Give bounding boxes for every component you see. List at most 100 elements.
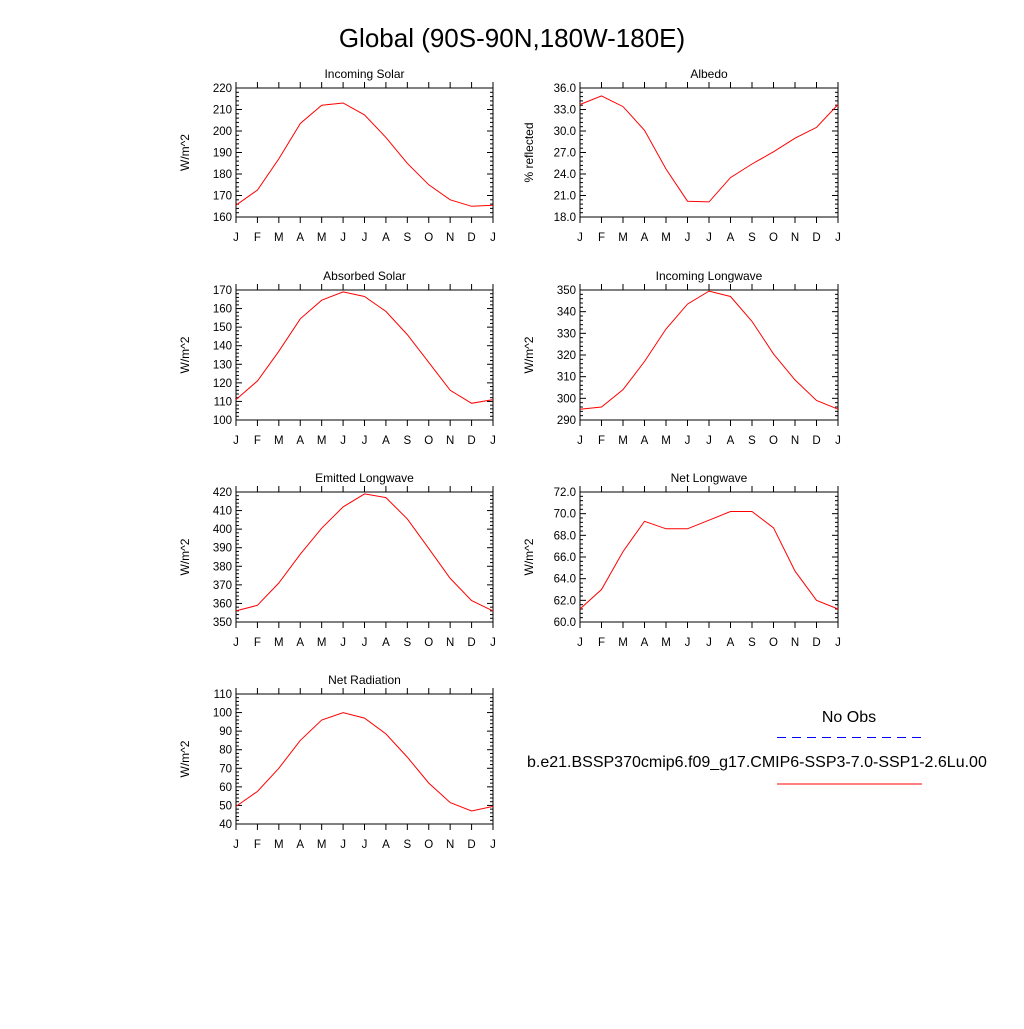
y-tick-label: 160 (213, 212, 232, 224)
y-tick-label: 18.0 (554, 212, 576, 224)
series-line (235, 493, 494, 612)
x-tick-label: N (791, 435, 799, 447)
x-tick-label: M (317, 839, 327, 851)
x-tick-label: M (317, 637, 327, 649)
x-tick-label: J (362, 232, 368, 244)
y-axis-label: W/m^2 (178, 538, 192, 575)
y-tick-label: 190 (213, 148, 232, 160)
y-tick-label: 310 (557, 372, 576, 384)
x-tick-label: F (254, 839, 261, 851)
series-line (235, 102, 494, 207)
panel-4: Incoming Longwave W/m^2 290 300 310 320 330 340… (522, 269, 841, 447)
x-tick-label: J (835, 435, 841, 447)
y-tick-label: 60 (219, 782, 232, 794)
x-tick-label: D (467, 435, 475, 447)
x-tick-label: A (641, 637, 649, 649)
x-tick-label: J (340, 839, 346, 851)
x-tick-label: A (296, 435, 304, 447)
x-tick-label: J (577, 232, 583, 244)
x-tick-label: S (403, 232, 411, 244)
panel-5: Emitted Longwave W/m^2 350 360 370 380 390 400 4… (178, 471, 496, 649)
y-tick-label: 220 (213, 83, 232, 95)
x-tick-label: N (446, 637, 454, 649)
x-tick-label: M (274, 435, 284, 447)
x-tick-label: A (727, 637, 735, 649)
x-tick-label: A (382, 435, 390, 447)
series-line (579, 511, 839, 610)
legend-model-label: b.e21.BSSP370cmip6.f09_g17.CMIP6-SSP3-7.… (527, 754, 987, 771)
x-tick-label: J (233, 839, 239, 851)
y-tick-label: 330 (557, 328, 576, 340)
x-tick-label: O (769, 637, 778, 649)
y-tick-label: 300 (557, 393, 576, 405)
x-tick-label: M (661, 232, 671, 244)
y-axis-label: % reflected (522, 122, 536, 182)
x-tick-label: O (769, 232, 778, 244)
x-tick-label: A (727, 232, 735, 244)
x-tick-label: J (233, 435, 239, 447)
panel-title: Net Radiation (328, 673, 401, 687)
x-tick-label: A (641, 232, 649, 244)
y-tick-label: 110 (214, 689, 232, 701)
x-tick-label: J (490, 435, 496, 447)
x-tick-label: S (748, 232, 756, 244)
y-tick-label: 24.0 (554, 169, 576, 181)
y-tick-label: 70.0 (554, 509, 576, 521)
y-tick-label: 380 (213, 561, 232, 573)
x-tick-label: J (340, 637, 346, 649)
x-tick-label: S (403, 637, 411, 649)
x-tick-label: A (727, 435, 735, 447)
y-tick-label: 210 (213, 105, 232, 117)
y-tick-label: 90 (219, 726, 232, 738)
y-tick-label: 70 (219, 763, 232, 775)
panel-title: Incoming Solar (324, 67, 404, 81)
series-line (235, 291, 494, 404)
x-tick-label: J (835, 637, 841, 649)
legend-obs-label: No Obs (822, 709, 876, 726)
y-tick-label: 110 (214, 396, 232, 408)
x-tick-label: N (446, 232, 454, 244)
x-tick-label: A (641, 435, 649, 447)
x-tick-label: S (403, 839, 411, 851)
panel-3: Absorbed Solar W/m^2 100 110 120 130 140 150 160… (178, 269, 496, 447)
x-tick-label: M (618, 232, 628, 244)
y-axis-label: W/m^2 (178, 134, 192, 171)
x-tick-label: J (362, 637, 368, 649)
y-axis-label: W/m^2 (178, 740, 192, 777)
panel-1: Incoming Solar W/m^2 160 170 180 190 200 210 220… (178, 67, 496, 244)
panel-title: Albedo (690, 67, 728, 81)
x-tick-label: J (706, 637, 712, 649)
x-tick-label: J (835, 232, 841, 244)
x-tick-label: D (812, 637, 820, 649)
y-axis-label: W/m^2 (522, 538, 536, 575)
x-tick-label: O (424, 637, 433, 649)
y-tick-label: 100 (213, 415, 232, 427)
y-tick-label: 72.0 (554, 487, 576, 499)
x-tick-label: A (296, 839, 304, 851)
x-tick-label: F (598, 435, 605, 447)
y-tick-label: 350 (213, 617, 232, 629)
y-tick-label: 420 (213, 487, 232, 499)
x-tick-label: D (467, 637, 475, 649)
x-tick-label: J (233, 637, 239, 649)
panel-6: Net Longwave W/m^2 60.0 62.0 64.0 66.0 68.0 70.… (522, 471, 841, 649)
plot-frame (235, 289, 494, 421)
y-tick-label: 27.0 (554, 148, 576, 160)
x-tick-label: A (382, 839, 390, 851)
y-tick-label: 62.0 (554, 595, 576, 607)
y-tick-label: 120 (213, 378, 232, 390)
plot-frame (235, 87, 494, 218)
y-tick-label: 160 (213, 304, 232, 316)
x-tick-label: O (424, 839, 433, 851)
y-tick-label: 200 (213, 126, 232, 138)
y-tick-label: 180 (213, 169, 232, 181)
y-tick-label: 390 (213, 543, 232, 555)
x-tick-label: F (598, 637, 605, 649)
x-tick-label: O (424, 435, 433, 447)
plot-frame (579, 289, 839, 421)
x-tick-label: J (706, 435, 712, 447)
y-tick-label: 64.0 (554, 574, 576, 586)
x-tick-label: S (748, 637, 756, 649)
x-tick-label: M (274, 232, 284, 244)
